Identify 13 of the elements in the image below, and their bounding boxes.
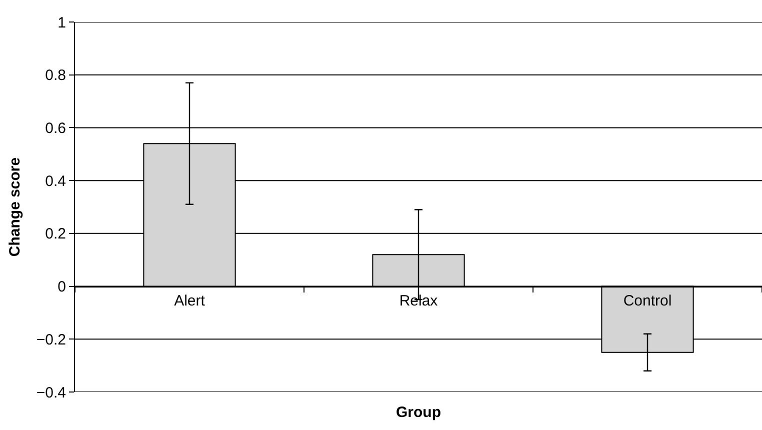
y-tick-label: −0.4: [36, 384, 66, 402]
y-tick-label: −0.2: [36, 331, 66, 348]
y-tick-label: 0.8: [45, 67, 66, 84]
y-tick-label: 0.6: [45, 120, 66, 137]
x-tick-label: Control: [623, 292, 672, 310]
y-tick-label: 1: [58, 14, 66, 32]
y-tick-label: 0: [58, 278, 66, 296]
y-tick-label: 0.2: [45, 226, 66, 243]
y-axis-title: Change score: [6, 157, 24, 257]
x-tick-label: Relax: [399, 292, 438, 310]
x-axis-title: Group: [396, 404, 441, 421]
y-tick-label: 0.4: [45, 172, 66, 190]
x-tick-label: Alert: [174, 292, 206, 310]
